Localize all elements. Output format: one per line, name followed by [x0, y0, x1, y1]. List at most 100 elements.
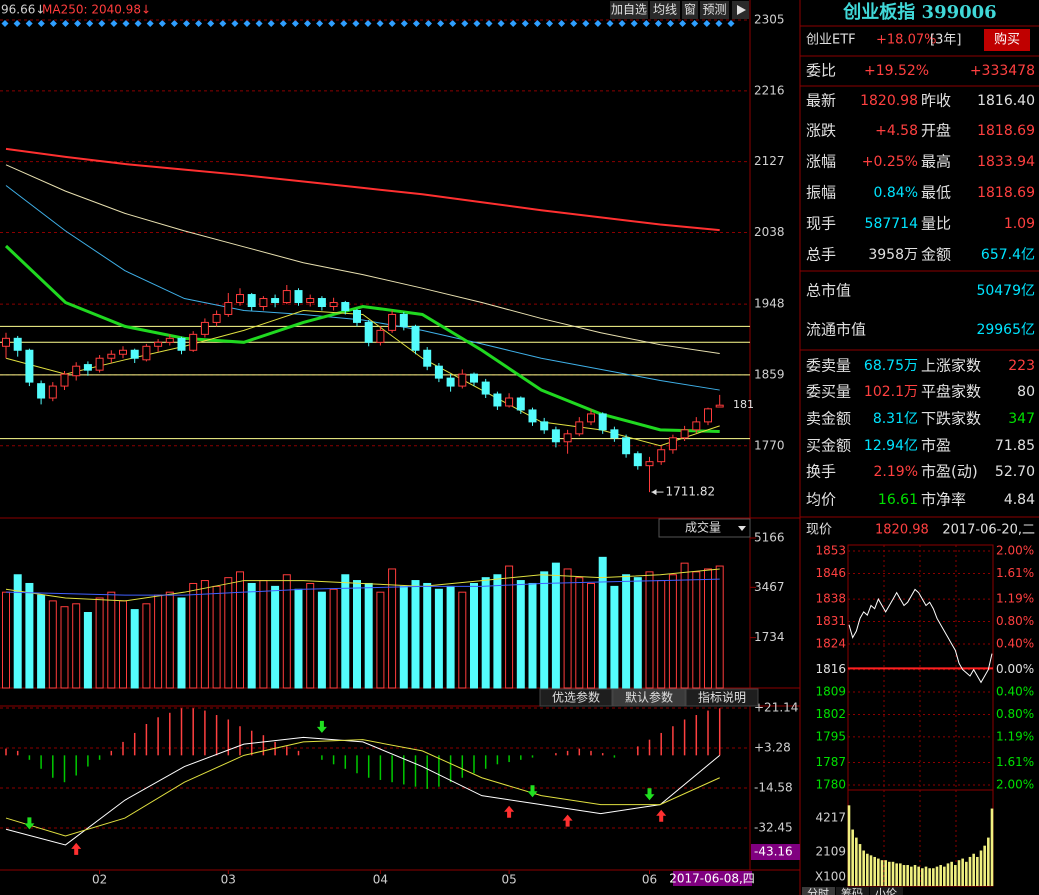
toolbar-button-label[interactable]: 预测	[702, 3, 726, 17]
quote-cell: 1818.69	[977, 123, 1035, 139]
marker-diamond	[170, 20, 178, 27]
y-tick-label: 2109	[815, 844, 846, 858]
panel-tab[interactable]	[870, 887, 903, 895]
marker-diamond	[134, 20, 142, 27]
candle-body	[95, 357, 104, 371]
volume-bar	[692, 571, 701, 689]
toolbar-button-label[interactable]: 窗	[684, 3, 696, 17]
toolbar-button-label[interactable]: 加自选	[611, 3, 647, 17]
candle-body	[60, 373, 69, 387]
volume-bar	[130, 609, 139, 689]
intraday-volume-bar	[895, 863, 898, 886]
quote-cell: 102.1万	[864, 384, 918, 400]
volume-bar	[83, 612, 92, 689]
volume-bar	[551, 562, 560, 689]
toolbar-button[interactable]	[650, 1, 680, 19]
quote-cell: 昨收	[921, 92, 951, 110]
y-tick-label: 1824	[815, 636, 846, 650]
quote-cell: 0.84%	[874, 185, 918, 201]
quote-cell: 现手	[806, 215, 836, 233]
dropdown-icon[interactable]	[738, 526, 746, 531]
quote-cell: 80	[1017, 384, 1035, 400]
intraday-volume-bar	[877, 858, 880, 886]
indicator-select-label[interactable]: 成交量	[685, 520, 721, 535]
candle-body	[37, 383, 46, 399]
current-value-label: -43.16	[754, 845, 793, 859]
volume-bar	[317, 591, 326, 689]
candle-body	[236, 294, 244, 304]
buy-button[interactable]	[984, 29, 1030, 51]
toolbar-button[interactable]	[700, 1, 729, 19]
volume-bar	[516, 580, 525, 689]
volume-bar	[48, 600, 57, 689]
quote-cell: 流通市值	[806, 321, 866, 339]
candle-body	[470, 373, 478, 383]
marker-diamond	[243, 20, 251, 27]
panel-tab[interactable]	[836, 887, 869, 895]
play-icon[interactable]	[737, 5, 746, 15]
quote-cell: +333478	[970, 63, 1035, 79]
marker-diamond	[449, 20, 457, 27]
buy-signal	[562, 814, 573, 827]
toolbar-button[interactable]	[682, 1, 698, 19]
param-button[interactable]	[685, 688, 759, 707]
volume-bar	[434, 588, 443, 689]
intraday-volume-bar	[990, 808, 994, 886]
moving-average	[5, 185, 720, 391]
marker-diamond	[267, 20, 275, 27]
candle-body	[715, 404, 724, 408]
candle-body	[364, 321, 373, 343]
candle-body	[516, 397, 525, 411]
buy-button-label[interactable]: 购买	[994, 32, 1020, 48]
candle-body	[72, 365, 81, 377]
param-button[interactable]	[539, 688, 613, 707]
candle-body	[505, 397, 514, 407]
volume-bar	[598, 556, 607, 689]
marker-diamond	[25, 20, 33, 27]
intraday-volume-bar	[946, 863, 950, 886]
marker-diamond	[195, 20, 203, 27]
y-tick-label: 2305	[754, 13, 785, 27]
volume-bar	[247, 582, 256, 689]
candle-body	[200, 321, 209, 335]
candle-body	[528, 409, 537, 423]
volume-bar	[189, 582, 198, 689]
param-button-label[interactable]: 指标说明	[698, 690, 746, 705]
intraday-volume-bar	[957, 860, 961, 886]
volume-bar	[563, 568, 572, 689]
pct-tick-label: 0.40%	[996, 636, 1034, 650]
param-button-label[interactable]: 默认参数	[625, 690, 673, 705]
panel-tab-label[interactable]: 筹码	[841, 886, 863, 895]
marker-diamond	[376, 20, 384, 27]
toolbar-button-label[interactable]: 均线	[653, 3, 677, 17]
candle-body	[423, 349, 432, 367]
param-button[interactable]	[612, 688, 686, 707]
volume-bar	[259, 580, 268, 689]
panel-tab-label[interactable]: 分时	[807, 887, 829, 895]
pct-tick-label: 1.61%	[996, 566, 1034, 580]
indicator-select[interactable]	[658, 518, 751, 538]
quote-cell: 1816.40	[977, 93, 1035, 109]
toolbar-button[interactable]	[610, 1, 648, 19]
candle-body	[493, 393, 502, 407]
panel-tab[interactable]	[802, 887, 835, 895]
quote-cell: 最新	[806, 92, 836, 110]
marker-diamond	[86, 20, 94, 27]
marker-diamond	[594, 20, 602, 27]
marker-diamond	[1, 20, 9, 27]
quote-cell: 买金额	[806, 437, 851, 455]
intraday-volume-bar	[888, 861, 891, 886]
volume-bar	[165, 591, 174, 689]
marker-diamond	[606, 20, 614, 27]
intraday-volume-bar	[847, 805, 851, 886]
candle-body	[633, 453, 642, 467]
intraday-volume-bar	[880, 860, 884, 886]
macd-line	[5, 739, 720, 837]
panel-tab-label[interactable]: 小伦	[875, 886, 897, 895]
quote-cell: 上涨家数	[921, 357, 981, 375]
candle-body	[247, 294, 256, 307]
quote-cell: 657.4亿	[981, 247, 1035, 263]
param-button-label[interactable]: 优选参数	[552, 690, 600, 705]
volume-bar	[37, 594, 46, 689]
